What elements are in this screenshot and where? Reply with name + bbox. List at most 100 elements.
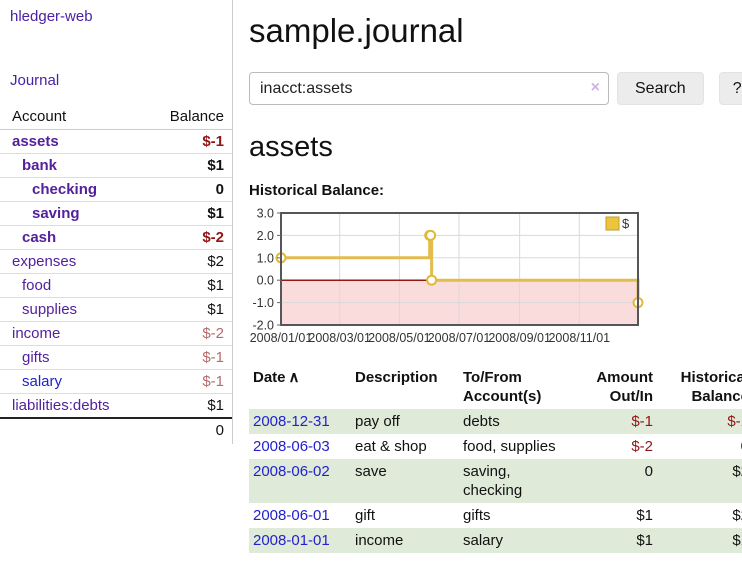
account-link[interactable]: liabilities:debts (12, 397, 110, 414)
account-name-cell: cash (0, 226, 142, 250)
register-date-cell: 2008-06-03 (249, 434, 351, 459)
account-row: food $1 (0, 274, 232, 298)
register-balance: $2 (732, 507, 742, 524)
register-accounts: salary (463, 532, 504, 549)
register-amount: $1 (636, 532, 653, 549)
register-accounts: gifts (463, 507, 491, 524)
register-row: 2008-01-01 income salary $1 $1 (249, 528, 742, 553)
register-accounts: debts (463, 413, 500, 430)
register-balance: $1 (732, 532, 742, 549)
account-name-cell: salary (0, 370, 142, 394)
sort-asc-icon: ∧ (288, 369, 300, 386)
register-col-description: Description (355, 369, 438, 386)
help-button[interactable]: ? (718, 72, 742, 105)
account-balance: $1 (207, 277, 224, 294)
accounts-total-value: 0 (215, 422, 224, 439)
register-header-row: Date ∧ Description To/From Account(s) Amo… (249, 365, 742, 409)
clear-search-icon[interactable]: × (590, 79, 600, 96)
account-link[interactable]: expenses (12, 253, 77, 270)
register-date-cell: 2008-12-31 (249, 409, 351, 434)
app-window: hledger-web Journal Account Balance asse… (0, 0, 742, 553)
account-link[interactable]: cash (22, 229, 57, 246)
register-amount: $1 (636, 507, 653, 524)
accounts-col-account: Account (12, 108, 67, 125)
register-description: eat & shop (355, 438, 427, 455)
search-button[interactable]: Search (617, 72, 704, 105)
account-name-cell: expenses (0, 250, 142, 274)
register-col-date[interactable]: Date ∧ (249, 365, 351, 409)
account-row: cash $-2 (0, 226, 232, 250)
app-brand-link[interactable]: hledger-web (10, 8, 93, 25)
account-name-cell: supplies (0, 298, 142, 322)
account-heading: assets (249, 131, 333, 163)
x-tick-label: 2008/07/01 (428, 331, 491, 345)
register-date-link[interactable]: 2008-06-03 (253, 438, 330, 455)
register-description: save (355, 463, 387, 480)
account-row: liabilities:debts $1 (0, 394, 232, 418)
account-name-cell: income (0, 322, 142, 346)
account-balance: $-1 (202, 133, 224, 150)
account-balance: $2 (207, 253, 224, 270)
search-input[interactable] (249, 72, 609, 105)
account-row: expenses $2 (0, 250, 232, 274)
account-link[interactable]: salary (22, 373, 63, 390)
account-link[interactable]: bank (22, 157, 58, 174)
account-link[interactable]: checking (32, 181, 98, 198)
register-amount: $-2 (631, 438, 653, 455)
sidebar-item-journal[interactable]: Journal (10, 72, 60, 89)
account-name-cell: bank (0, 154, 142, 178)
account-balance: $1 (207, 301, 224, 318)
account-row: assets $-1 (0, 130, 232, 154)
register-date-link[interactable]: 2008-01-01 (253, 532, 330, 549)
account-balance: $1 (207, 157, 224, 174)
register-col-date-label: Date (253, 369, 286, 386)
register-balance: $-1 (727, 413, 742, 430)
register-date-cell: 2008-01-01 (249, 528, 351, 553)
main-content: sample.journal × Search ? assets Histori… (233, 0, 742, 553)
account-name-cell: food (0, 274, 142, 298)
account-row: bank $1 (0, 154, 232, 178)
register-description: gift (355, 507, 376, 524)
account-link[interactable]: assets (12, 133, 59, 150)
account-row: income $-2 (0, 322, 232, 346)
legend-label: $ (622, 216, 630, 231)
register-description: pay off (355, 413, 400, 430)
account-row: supplies $1 (0, 298, 232, 322)
register-row: 2008-06-03 eat & shop food, supplies $-20 (249, 434, 742, 459)
page-title: sample.journal (249, 12, 464, 49)
register-amount: 0 (644, 463, 653, 480)
account-row: gifts $-1 (0, 346, 232, 370)
x-tick-label: 2008/09/01 (488, 331, 551, 345)
account-link[interactable]: supplies (22, 301, 78, 318)
register-date-link[interactable]: 2008-12-31 (253, 413, 330, 430)
register-amount: $-1 (631, 413, 653, 430)
y-tick-label: 1.0 (257, 251, 274, 265)
x-tick-label: 2008/01/01 (250, 331, 313, 345)
account-link[interactable]: income (12, 325, 61, 342)
account-balance: $-2 (202, 325, 224, 342)
account-link[interactable]: saving (32, 205, 80, 222)
register-row: 2008-12-31 pay off debts $-1 $-1 (249, 409, 742, 434)
register-date-link[interactable]: 2008-06-01 (253, 507, 330, 524)
x-tick-label: 2008/03/01 (308, 331, 371, 345)
accounts-header-row: Account Balance (0, 105, 232, 130)
y-tick-label: 3.0 (257, 207, 274, 221)
account-balance: $1 (207, 397, 224, 414)
account-link[interactable]: food (22, 277, 52, 294)
account-row: checking 0 (0, 178, 232, 202)
historical-balance-chart: 3.0 2.0 1.0 0.0 -1.0 -2.02008/01/012008/03/01… (250, 207, 644, 345)
accounts-total-spacer (0, 418, 142, 442)
account-name-cell: gifts (0, 346, 142, 370)
data-point-marker (426, 274, 438, 286)
y-tick-label: -1.0 (252, 296, 274, 310)
y-tick-label: 0.0 (257, 274, 274, 288)
register-date-link[interactable]: 2008-06-02 (253, 463, 330, 480)
account-row: saving $1 (0, 202, 232, 226)
register-table: Date ∧ Description To/From Account(s) Amo… (249, 365, 742, 553)
register-row: 2008-06-01 gift gifts $1 $2 (249, 503, 742, 528)
account-link[interactable]: gifts (22, 349, 50, 366)
register-col-balance: Historical Balance (680, 369, 742, 405)
account-name-cell: checking (0, 178, 142, 202)
account-balance: $1 (207, 205, 224, 222)
y-tick-label: 2.0 (257, 229, 274, 243)
